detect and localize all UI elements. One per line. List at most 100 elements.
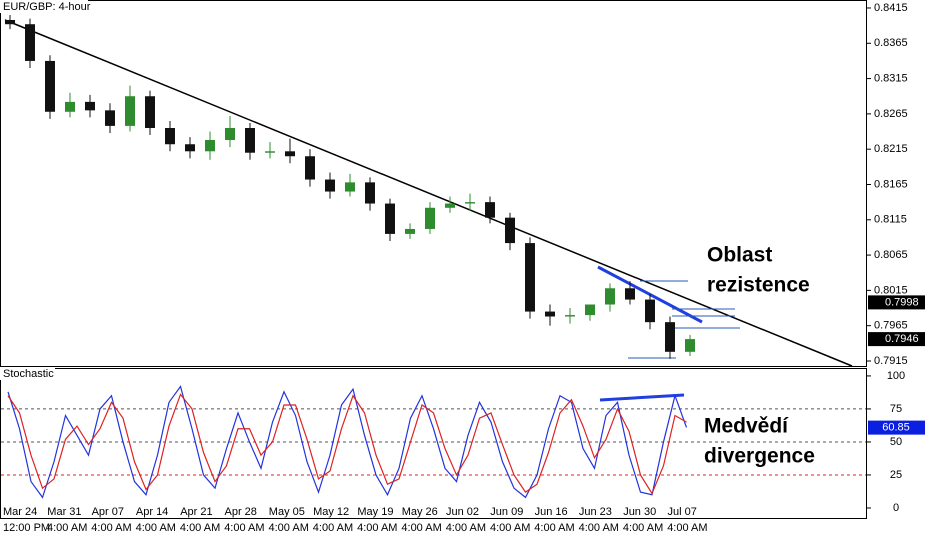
candle-body — [685, 339, 695, 352]
annotation: divergence — [704, 445, 815, 468]
candle-body — [305, 156, 315, 180]
x-tick-label: Apr 21 — [180, 506, 212, 518]
stochastic-title: Stochastic — [3, 368, 54, 380]
y-tick-label: 0.7965 — [874, 320, 908, 332]
x-time-label: 4:00 AM — [91, 522, 131, 534]
y-tick-label: 0 — [893, 502, 899, 514]
value-tag — [868, 420, 925, 435]
stochastic-line — [7, 385, 688, 499]
x-label-box — [267, 506, 308, 518]
y-tick-label: 25 — [890, 469, 902, 481]
x-tick-label: May 05 — [269, 506, 305, 518]
x-label-box — [533, 506, 574, 518]
x-tick-label: Apr 07 — [92, 506, 124, 518]
candle-body — [165, 128, 175, 145]
candle-body — [285, 151, 295, 157]
stochastic-panel — [0, 368, 867, 519]
x-label-box — [312, 506, 353, 518]
x-time-label: 4:00 AM — [180, 522, 220, 534]
y-tick-label: 0.8365 — [874, 37, 908, 49]
x-tick-label: May 12 — [313, 506, 349, 518]
y-tick-label: 75 — [890, 403, 902, 415]
price-tag-label: 0.7946 — [885, 333, 919, 345]
candle-body — [585, 304, 595, 316]
divergence-line — [599, 393, 685, 402]
x-time-label: 4:00 AM — [269, 522, 309, 534]
x-tick-label: Jun 23 — [579, 506, 612, 518]
y-tick-label: 50 — [890, 436, 902, 448]
x-label-box — [2, 506, 42, 518]
x-label-box — [622, 506, 663, 518]
fibonacci — [628, 280, 740, 359]
x-label-box — [577, 506, 618, 518]
candle-body — [65, 101, 75, 112]
candle-body — [545, 311, 555, 317]
x-time-label: 4:00 AM — [313, 522, 353, 534]
candle-body — [525, 243, 535, 312]
x-tick-label: Jun 16 — [535, 506, 568, 518]
y-tick-label: 0.7915 — [874, 355, 908, 367]
x-label-box — [356, 506, 397, 518]
stochastic-line — [7, 393, 687, 495]
candle-body — [385, 203, 395, 234]
x-time-label: 4:00 AM — [623, 522, 663, 534]
x-label-box — [179, 506, 220, 518]
candle-body — [565, 315, 575, 317]
x-time-label: 4:00 AM — [136, 522, 176, 534]
x-tick-label: Jun 30 — [623, 506, 656, 518]
candle-body — [245, 128, 255, 153]
value-tag-label: 60.85 — [882, 422, 910, 434]
candle-body — [265, 151, 275, 153]
candle-body — [605, 288, 615, 305]
x-label-box — [134, 506, 175, 518]
candle-body — [665, 322, 675, 352]
x-time-label: 4:00 AM — [534, 522, 574, 534]
x-label-box — [90, 506, 131, 518]
x-tick-label: Jul 07 — [668, 506, 697, 518]
y-tick-label: 0.8065 — [874, 249, 908, 261]
candle-body — [325, 179, 335, 192]
x-label-box — [46, 506, 87, 518]
candle-body — [205, 140, 215, 152]
candle-body — [425, 207, 435, 229]
price-panel — [0, 0, 867, 367]
y-tick-label: 0.8015 — [874, 284, 908, 296]
candle-body — [365, 182, 375, 204]
x-label-box — [223, 506, 264, 518]
x-time-label: 4:00 AM — [490, 522, 530, 534]
chart-title: EUR/GBP: 4-hour — [3, 1, 91, 13]
candle-body — [225, 128, 235, 141]
candle-body — [445, 203, 455, 208]
y-tick-label: 0.8265 — [874, 108, 908, 120]
x-time-label: 4:00 AM — [579, 522, 619, 534]
y-tick-label: 0.8165 — [874, 178, 908, 190]
y-tick-label: 0.8215 — [874, 143, 908, 155]
candle-body — [85, 101, 95, 111]
x-label-box — [445, 506, 485, 518]
price-tag — [868, 295, 925, 310]
x-time-label: 4:00 AM — [357, 522, 397, 534]
x-label-box — [666, 506, 707, 518]
candle-body — [105, 110, 115, 126]
x-tick-label: May 26 — [402, 506, 438, 518]
candle-body — [465, 202, 475, 204]
trend-line — [4, 19, 853, 367]
x-tick-label: May 19 — [357, 506, 393, 518]
candle-body — [25, 24, 35, 61]
candle-body — [145, 96, 155, 129]
price-tag-label: 0.7998 — [885, 296, 919, 308]
candle-body — [45, 60, 55, 112]
x-time-label: 4:00 AM — [446, 522, 486, 534]
annotation: Oblast — [707, 244, 772, 267]
candle-body — [5, 19, 15, 25]
y-tick-label: 0.8415 — [874, 2, 908, 14]
candle-body — [645, 299, 655, 323]
candle-body — [125, 96, 135, 126]
x-tick-label: Apr 28 — [225, 506, 257, 518]
x-time-label: 4:00 AM — [47, 522, 87, 534]
x-tick-label: Mar 24 — [3, 506, 37, 518]
y-tick-label: 0.8115 — [874, 214, 907, 226]
x-tick-label: Mar 31 — [47, 506, 81, 518]
